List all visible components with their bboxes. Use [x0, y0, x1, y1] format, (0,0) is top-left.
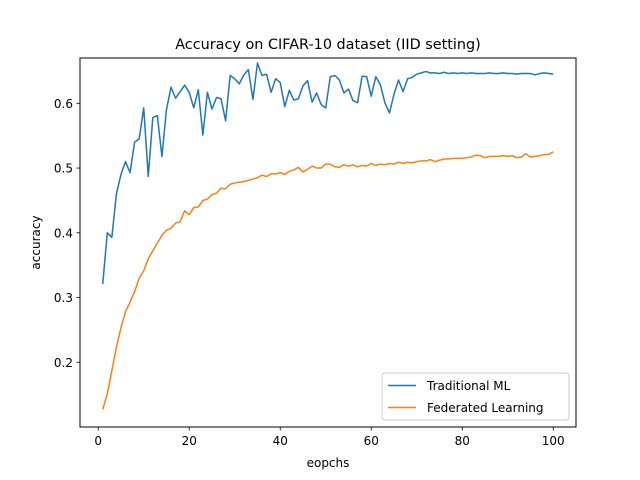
legend-label-traditional-ml: Traditional ML	[426, 379, 511, 393]
x-tick-label: 40	[273, 434, 288, 448]
y-axis-label: accuracy	[29, 215, 43, 269]
x-tick-label: 60	[364, 434, 379, 448]
y-tick-label: 0.4	[54, 226, 73, 240]
series-line-traditional-ml	[102, 62, 554, 284]
axes-frame	[79, 57, 577, 428]
legend: Traditional ML Federated Learning	[381, 372, 570, 421]
legend-box	[381, 372, 570, 421]
y-tick-label: 0.5	[54, 162, 73, 176]
y-axis: 0.2 0.3 0.4 0.5 0.6	[54, 97, 80, 370]
y-tick-label: 0.6	[54, 97, 73, 111]
y-tick-label: 0.2	[54, 356, 73, 370]
x-axis: 0 20 40 60 80 100	[94, 427, 565, 448]
x-tick-label: 0	[94, 434, 102, 448]
x-tick-label: 100	[542, 434, 565, 448]
plot-area	[102, 62, 554, 410]
series-line-federated-learning	[102, 151, 554, 410]
y-tick-label: 0.3	[54, 291, 73, 305]
legend-label-federated-learning: Federated Learning	[427, 401, 544, 415]
chart-title: Accuracy on CIFAR-10 dataset (IID settin…	[175, 37, 481, 53]
x-tick-label: 80	[455, 434, 470, 448]
x-tick-label: 20	[182, 434, 197, 448]
x-axis-label: eopchs	[307, 456, 350, 470]
